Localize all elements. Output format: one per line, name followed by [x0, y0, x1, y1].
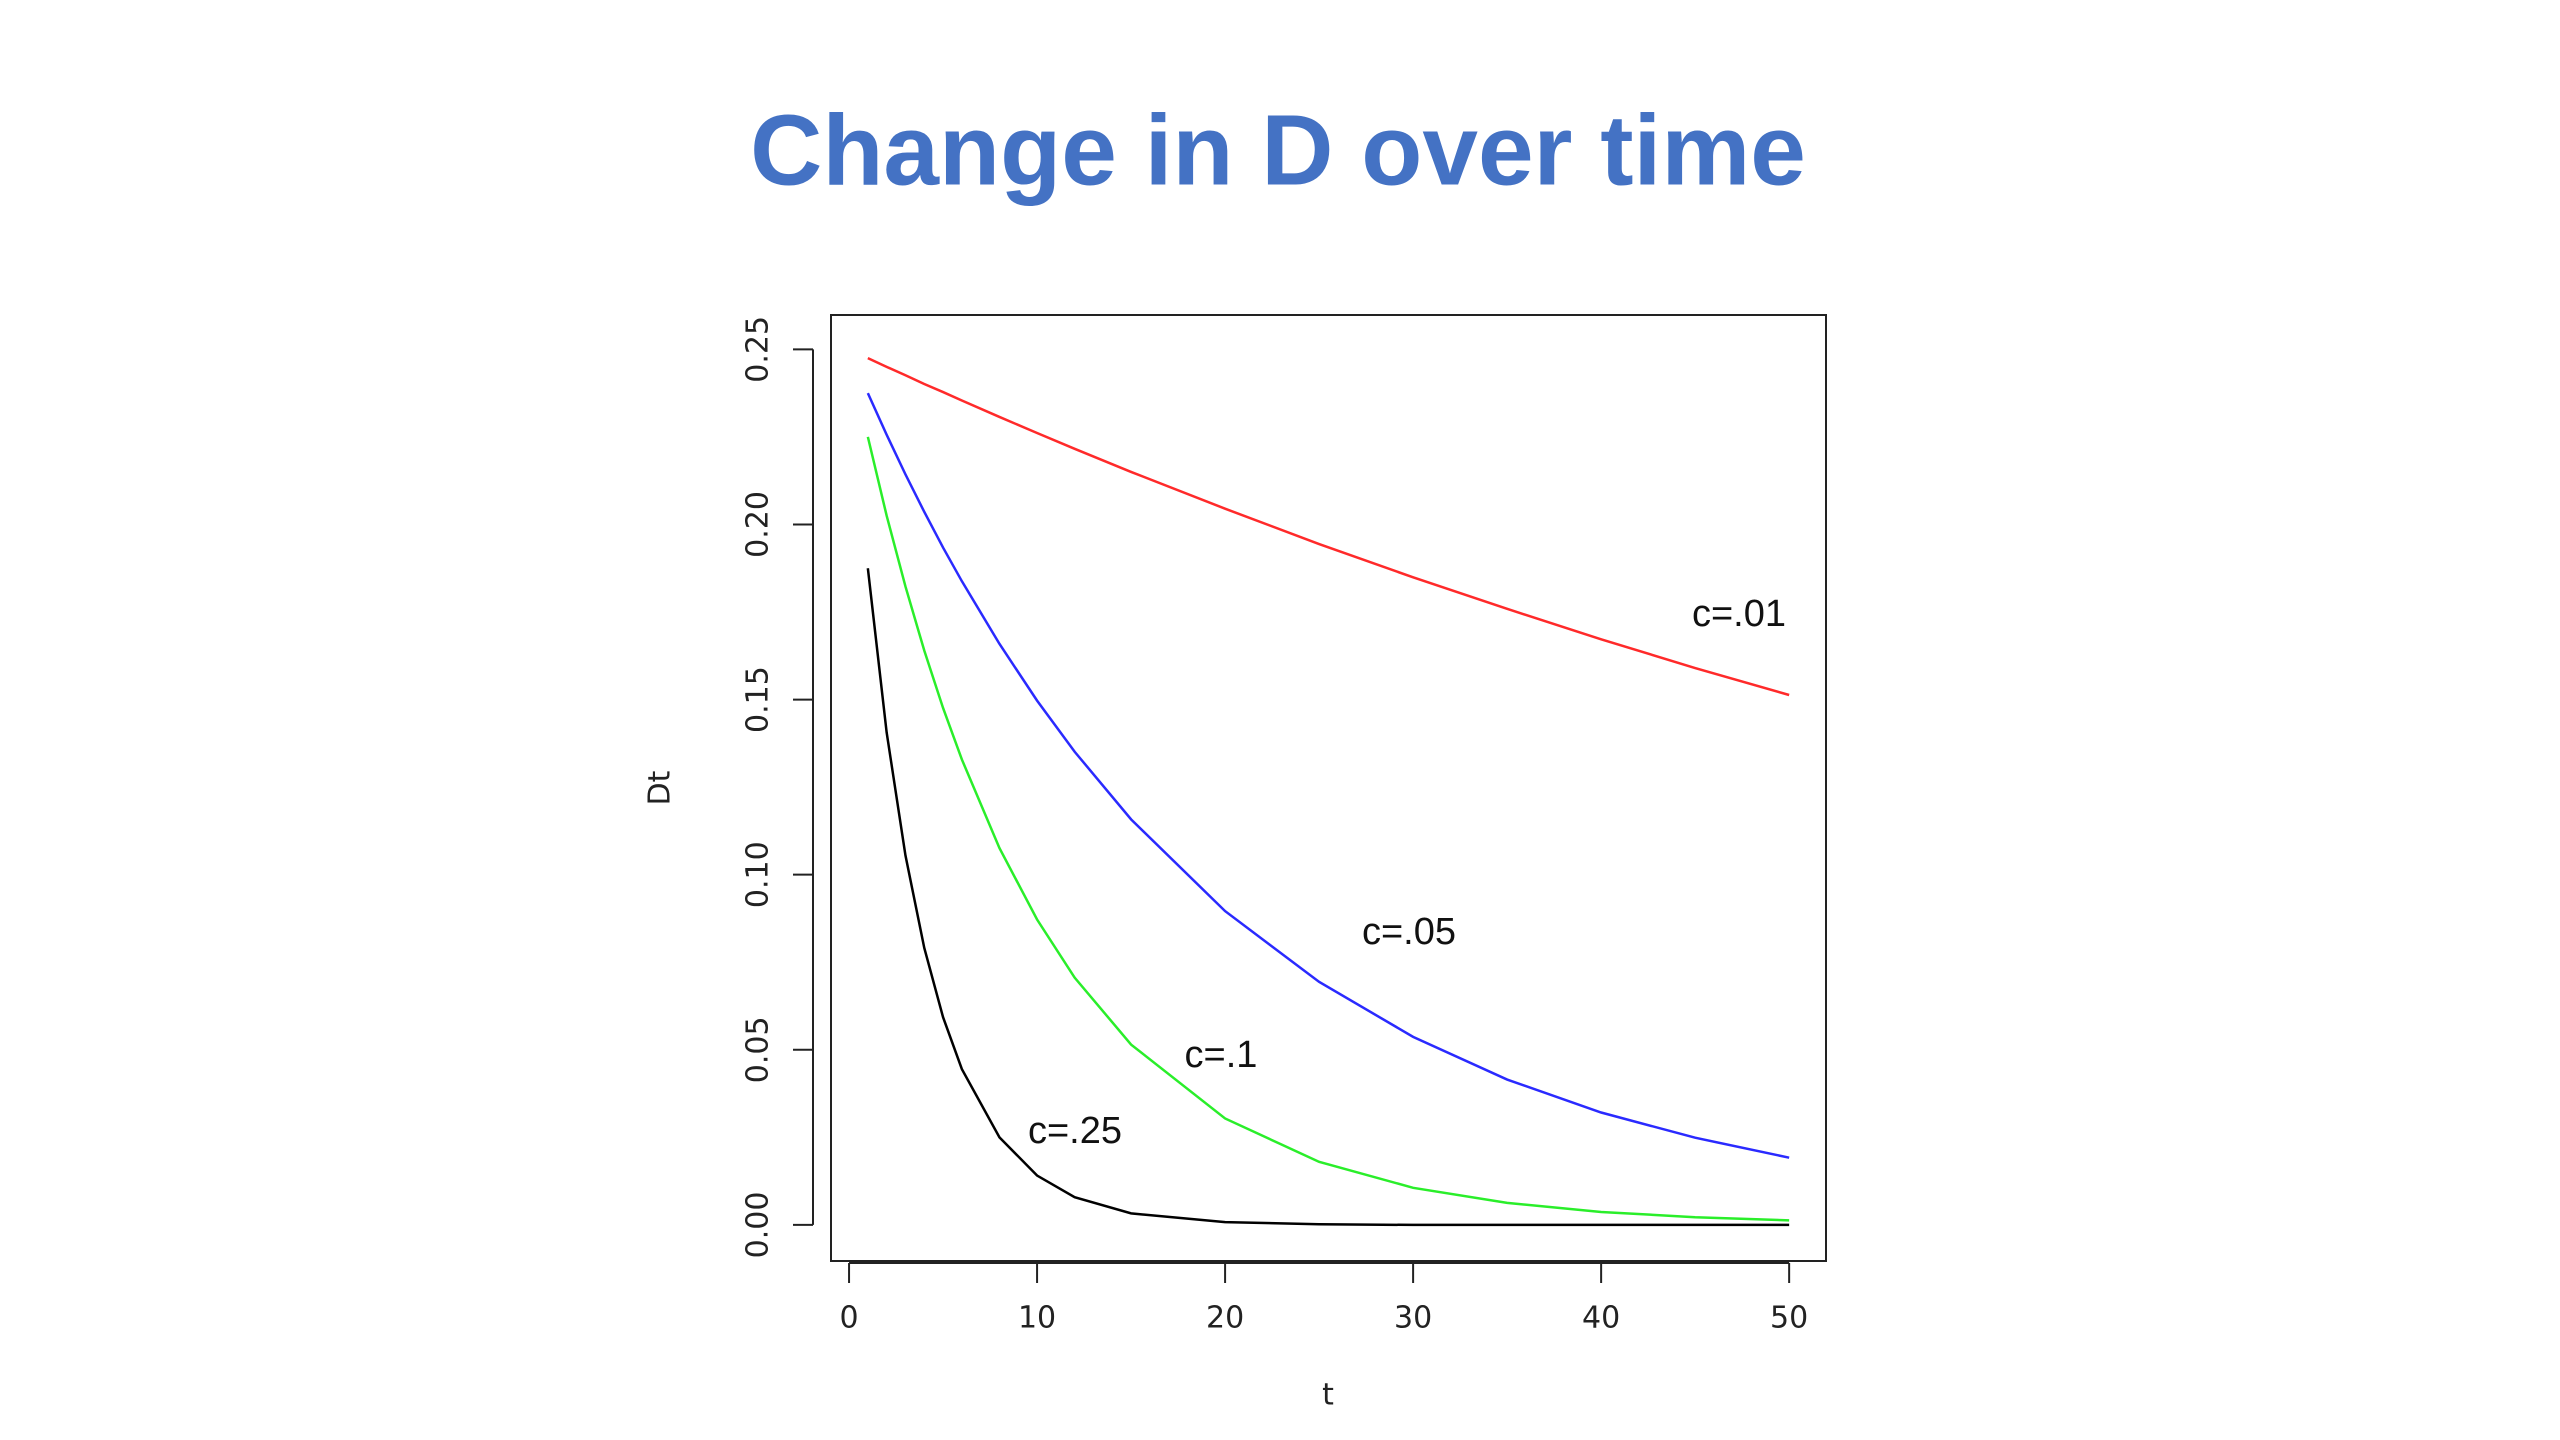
x-tick-label: 40: [1582, 1301, 1620, 1336]
y-tick-label: 0.20: [741, 491, 776, 558]
y-tick-label: 0.10: [741, 841, 776, 908]
x-tick-label: 30: [1394, 1301, 1432, 1336]
series-label: c=.01: [1692, 593, 1786, 635]
x-tick-label: 20: [1206, 1301, 1244, 1336]
x-tick-label: 0: [840, 1301, 859, 1336]
series-label: c=.1: [1185, 1034, 1258, 1076]
series-line: [866, 392, 1790, 1159]
x-axis-label: t: [1322, 1378, 1334, 1413]
y-tick-label: 0.00: [741, 1192, 776, 1259]
series-line: [866, 568, 1790, 1227]
series-label: c=.05: [1362, 911, 1456, 953]
y-tick-label: 0.25: [741, 316, 776, 383]
series-line: [867, 356, 1790, 697]
chart-title: Change in D over time: [750, 94, 1806, 206]
x-tick-label: 10: [1018, 1301, 1056, 1336]
axes: 0 10 20 30 40 50 0.00 0.05 0.10 0.15 0.20 0.25 t Dt: [643, 316, 1809, 1413]
x-tick-label: 50: [1770, 1301, 1808, 1336]
y-axis-label: Dt: [643, 770, 678, 805]
series-label: c=.25: [1028, 1110, 1122, 1152]
plot-frame: [830, 314, 1827, 1262]
y-tick-label: 0.05: [741, 1016, 776, 1083]
y-tick-label: 0.15: [741, 666, 776, 733]
series-line: [866, 436, 1790, 1222]
